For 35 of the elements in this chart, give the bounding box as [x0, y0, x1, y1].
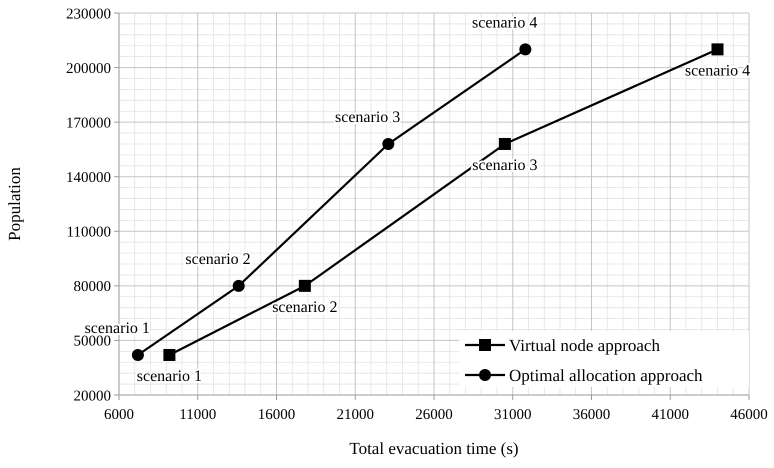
- y-tick-label: 170000: [66, 115, 111, 132]
- y-tick-label: 140000: [66, 170, 111, 186]
- y-tick-label: 110000: [66, 224, 111, 241]
- legend-label: Optimal allocation approach: [509, 366, 704, 385]
- x-tick-label: 46000: [730, 407, 768, 423]
- y-tick-label: 20000: [74, 388, 111, 404]
- point: [712, 43, 724, 56]
- annotation: scenario 2: [272, 298, 338, 316]
- annotation: scenario 2: [185, 250, 251, 268]
- point: [498, 138, 511, 150]
- annotation: scenario 4: [472, 14, 538, 32]
- y-tick-label: 80000: [74, 279, 111, 296]
- legend-label: Virtual node approach: [509, 336, 660, 355]
- x-tick-label: 11000: [179, 407, 216, 423]
- y-tick-label: 200000: [66, 60, 111, 77]
- x-tick-label: 6000: [104, 407, 134, 423]
- y-axis-title: Population: [5, 166, 24, 241]
- point: [163, 348, 176, 361]
- x-tick-label: 16000: [258, 407, 296, 423]
- y-tick-label: 230000: [66, 6, 111, 22]
- annotation: scenario 4: [684, 62, 750, 80]
- point: [519, 43, 532, 56]
- x-tick-label: 41000: [652, 407, 689, 423]
- x-tick-label: 26000: [415, 407, 453, 423]
- point: [132, 348, 144, 361]
- point: [232, 280, 245, 292]
- annotation: scenario 1: [136, 368, 202, 385]
- annotation: scenario 3: [335, 108, 400, 126]
- x-tick-label: 21000: [336, 407, 374, 423]
- point: [298, 280, 311, 292]
- x-axis-title: Total evacuation time (s): [349, 439, 519, 458]
- x-tick-label: 31000: [494, 407, 532, 423]
- x-tick-label: 36000: [572, 407, 610, 423]
- annotation: scenario 3: [472, 156, 538, 174]
- point: [382, 138, 394, 150]
